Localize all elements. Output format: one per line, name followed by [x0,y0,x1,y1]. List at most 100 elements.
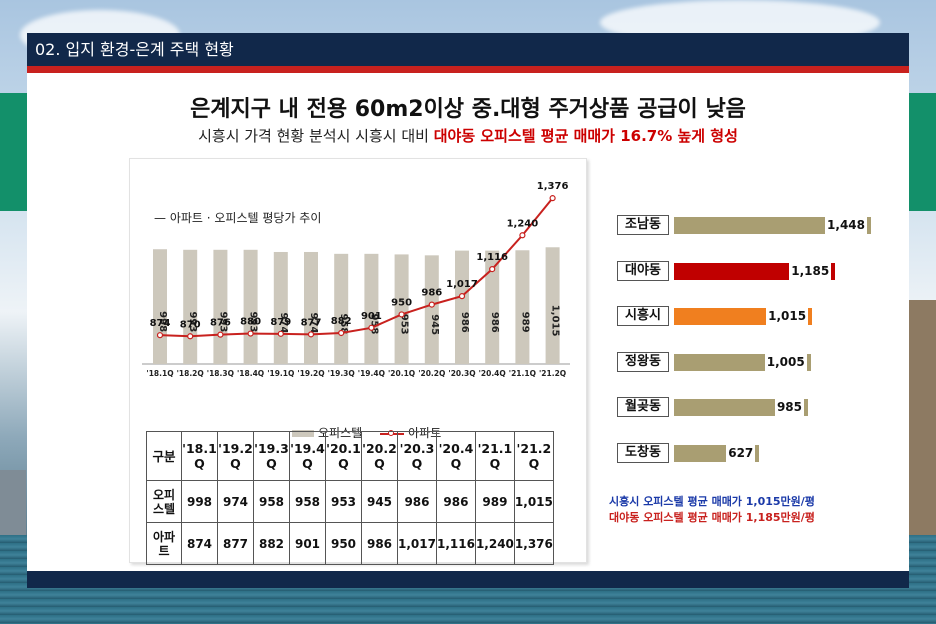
table-header-cell: 구분 [146,431,182,481]
table-header-cell: '20.2 Q [361,431,398,481]
table-row-header: 오피 스텔 [146,480,182,523]
line-value-label: 877 [301,317,322,328]
tick-label: '19.2Q [297,369,324,378]
chart-title-text: 아파트 · 오피스텔 평당가 추이 [169,211,322,225]
bar [153,249,167,364]
table-cell: 945 [361,480,398,523]
line-point [277,330,284,337]
bar-value-label: 953 [399,314,410,335]
table-cell: 986 [361,522,398,565]
district-bar-value: 1,185 [789,262,832,280]
line-value-label: 950 [391,297,412,308]
subline-highlight: 대야동 오피스텔 평균 매매가 16.7% 높게 형성 [433,127,738,145]
bar [183,249,198,364]
district-bar-row: 조남동 1,448 [609,215,871,235]
line-value-label: 986 [421,288,442,299]
bar-value-label: 986 [489,312,500,333]
table-header-cell: '20.4 Q [435,431,476,481]
line-value-label: 879 [270,317,291,328]
tick-label: '20.3Q [448,369,475,378]
tick-label: '20.4Q [479,369,506,378]
table-cell: 1,015 [513,480,554,523]
background-building [909,300,936,540]
district-label: 대야동 [617,260,669,281]
tick-label: '21.2Q [539,369,566,378]
trend-chart: 998 '18.1Q 993 '18.2Q 993 '18.3Q 993 '18.4Q 974 '… [142,181,570,378]
line-point [549,195,556,202]
background-building [0,470,26,540]
table-cell: 958 [289,480,326,523]
line-point [247,330,254,337]
bar [213,249,228,364]
tick-label: '18.2Q [177,369,204,378]
table-header-row: 구분 '18.1 Q '19.2 Q '19.3 Q '19.4 Q '20.1 Q '20.2 Q '… [146,431,554,481]
bar [394,254,409,364]
bar-value-label: 1,015 [550,305,561,337]
line-point [428,301,435,308]
table-cell: 989 [474,480,515,523]
district-bar: 627 [674,444,760,462]
table-header-cell: '19.4 Q [289,431,326,481]
table-header-cell: '21.1 Q [474,431,515,481]
tick-label: '18.3Q [207,369,234,378]
bar-value-label: 958 [368,313,379,334]
bar-value-label: 958 [338,313,349,334]
chart-title: — 아파트 · 오피스텔 평당가 추이 [154,211,322,225]
district-bar: 1,185 [674,262,836,280]
district-bar-row: 도창동 627 [609,442,869,463]
district-bar: 1,005 [674,353,811,371]
bar-value-label: 974 [308,313,319,334]
line-point [398,311,405,318]
table-header-cell: '19.3 Q [253,431,290,481]
line-value-label: 876 [210,318,231,329]
line-point [307,331,315,338]
district-bar-value: 1,448 [825,217,867,234]
district-bar-value: 627 [726,444,756,462]
bar [545,247,560,364]
bar [485,250,500,364]
bar [304,251,318,364]
district-label: 도창동 [617,442,669,463]
district-bar: 1,015 [674,308,813,325]
bar [273,251,288,364]
bar [424,255,439,364]
apartment-line [159,197,554,338]
table-cell: 958 [253,480,290,523]
tick-label: '20.1Q [388,369,415,378]
note-siheung: 시흥시 오피스텔 평균 매매가 1,015만원/평 [609,495,815,508]
tick-label: '21.1Q [509,369,536,378]
table-row: 오피 스텔 998 974 958 958 953 945 986 986 989 1,015 [146,480,554,523]
bar-value-label: 945 [429,314,440,335]
district-label: 시흥시 [617,306,669,326]
bar [364,253,379,364]
table-cell: 1,240 [474,522,515,565]
headline: 은계지구 내 전용 60m2이상 중.대형 주거상품 공급이 낮음 [190,97,746,122]
line-value-label: 1,017 [446,279,478,290]
tick-label: '19.4Q [358,369,385,378]
footer-bar [27,571,909,588]
table-cell: 974 [217,480,254,523]
line-point [489,266,496,273]
table-cell: 953 [325,480,362,523]
table-cell: 882 [253,522,290,565]
bar-value-label: 998 [157,311,168,332]
line-point [519,232,526,239]
line-value-label: 901 [361,311,382,322]
district-label: 정왕동 [617,351,669,372]
line-point [217,331,224,338]
district-bar-value: 985 [774,399,804,416]
line-point [368,324,375,331]
bar-value-label: 993 [248,311,259,332]
table-cell: 1,116 [435,522,476,565]
bar [455,250,469,364]
subline-text: 시흥시 가격 현황 분석시 시흥시 대비 [198,127,434,145]
table-cell: 1,376 [513,522,554,565]
table-cell: 986 [397,480,437,523]
table-row-header: 아파 트 [146,522,182,565]
line-value-label: 1,116 [476,252,508,263]
bar-value-label: 993 [187,311,198,332]
line-value-label: 1,376 [537,181,569,192]
bar [243,249,258,364]
district-bar-value: 1,015 [766,308,809,325]
note-daeya: 대야동 오피스텔 평균 매매가 1,185만원/평 [609,511,815,524]
